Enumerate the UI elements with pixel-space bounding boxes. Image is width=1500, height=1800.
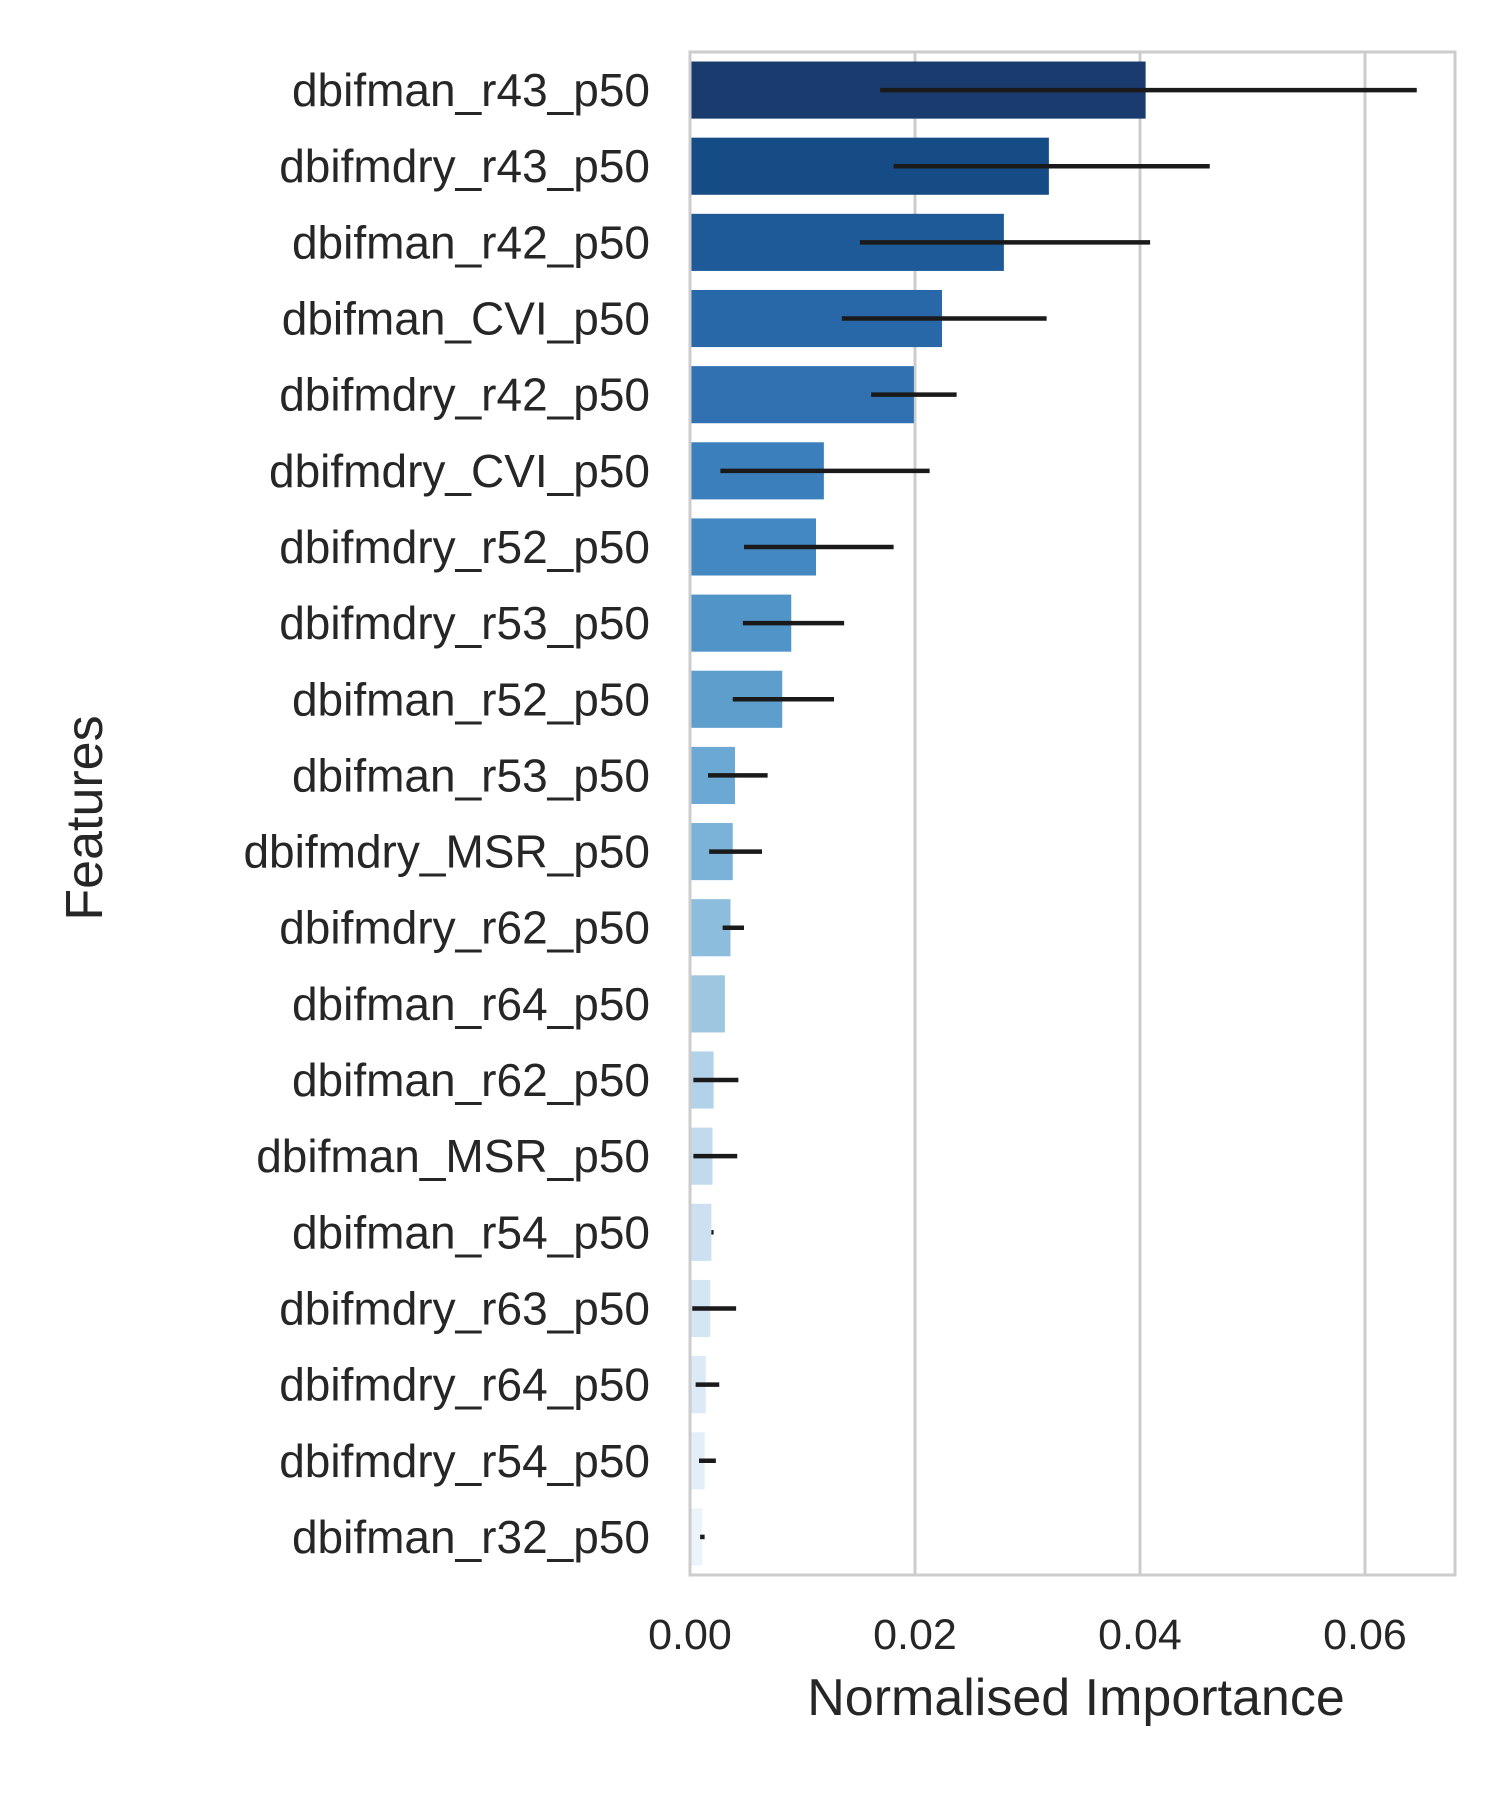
y-tick-label: dbifman_r43_p50 <box>292 64 650 116</box>
y-tick-label: dbifmdry_r43_p50 <box>279 140 650 192</box>
y-tick-label: dbifman_MSR_p50 <box>256 1130 650 1182</box>
y-tick-label: dbifman_r62_p50 <box>292 1054 650 1106</box>
y-tick-label: dbifman_r32_p50 <box>292 1511 650 1563</box>
y-tick-label: dbifman_CVI_p50 <box>282 293 650 345</box>
y-tick-label: dbifman_r42_p50 <box>292 216 650 268</box>
bar <box>690 1508 703 1566</box>
y-tick-label: dbifmdry_r53_p50 <box>279 597 650 649</box>
x-tick-labels: 0.00 0.02 0.04 0.06 <box>648 1611 1407 1659</box>
y-tick-label: dbifmdry_r63_p50 <box>279 1282 650 1334</box>
y-tick-label: dbifman_r64_p50 <box>292 978 650 1030</box>
y-tick-label: dbifman_r53_p50 <box>292 749 650 801</box>
error-bars <box>692 87 1417 1540</box>
x-tick-label: 0.00 <box>648 1611 732 1659</box>
bar <box>690 975 725 1033</box>
bar <box>690 1432 705 1490</box>
y-tick-label: dbifmdry_CVI_p50 <box>269 445 650 497</box>
bars <box>690 61 1146 1566</box>
x-tick-label: 0.06 <box>1323 1611 1407 1659</box>
y-tick-label: dbifman_r52_p50 <box>292 673 650 725</box>
y-axis-label: Features <box>56 715 114 920</box>
plot-frame <box>688 50 1457 1577</box>
x-tick-label: 0.02 <box>873 1611 957 1659</box>
x-axis-label: Normalised Importance <box>807 1669 1345 1727</box>
bar <box>690 1203 712 1261</box>
y-tick-label: dbifmdry_r42_p50 <box>279 369 650 421</box>
y-tick-labels: dbifman_r43_p50 dbifmdry_r43_p50 dbifman_r… <box>243 64 650 1563</box>
x-tick-label: 0.04 <box>1098 1611 1182 1659</box>
y-tick-label: dbifmdry_r54_p50 <box>279 1435 650 1487</box>
y-tick-label: dbifmdry_MSR_p50 <box>243 826 650 878</box>
grid-lines <box>688 52 1367 1575</box>
y-tick-label: dbifmdry_r64_p50 <box>279 1359 650 1411</box>
y-tick-label: dbifman_r54_p50 <box>292 1206 650 1258</box>
y-tick-label: dbifmdry_r62_p50 <box>279 902 650 954</box>
y-tick-label: dbifmdry_r52_p50 <box>279 521 650 573</box>
